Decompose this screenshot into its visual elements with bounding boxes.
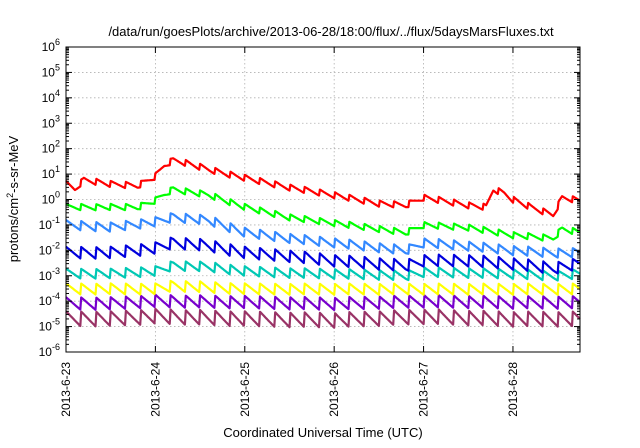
series-line-0	[65, 157, 581, 218]
x-tick-label: 2013-6-27	[417, 362, 431, 417]
series-line-4	[65, 260, 581, 282]
x-tick-label: 2013-6-28	[506, 362, 520, 417]
y-axis-title-part2: -s-sr-MeV	[6, 135, 21, 192]
series-line-7	[65, 307, 581, 329]
y-tick-label: 10-5	[39, 317, 60, 334]
y-axis-title: protons/cm2-s-sr-MeV	[5, 135, 21, 262]
x-axis-title: Coordinated Universal Time (UTC)	[223, 425, 422, 440]
ticks: 10-6 10-5 10-4 10-3 10-2 10-1 100 101 102 103 104 1…	[39, 37, 580, 417]
x-tick-label: 2013-6-26	[327, 362, 341, 417]
series-line-3	[65, 236, 581, 275]
y-axis-title-part1: protons/cm	[6, 198, 21, 262]
y-tick-label: 10-4	[39, 291, 60, 308]
y-tick-label: 101	[42, 164, 60, 181]
y-tick-label: 10-6	[39, 342, 60, 359]
series-line-5	[65, 279, 581, 296]
svg-text:protons/cm2-s-sr-MeV: protons/cm2-s-sr-MeV	[5, 135, 21, 262]
chart-title: /data/run/goesPlots/archive/2013-06-28/1…	[108, 24, 554, 39]
grid	[66, 47, 580, 352]
series-line-1	[65, 186, 581, 242]
series-line-6	[65, 293, 581, 312]
y-axis-title-exp: 2	[5, 193, 15, 198]
x-tick-label: 2013-6-25	[238, 362, 252, 417]
series-line-2	[65, 212, 581, 259]
y-tick-label: 106	[42, 37, 60, 54]
x-tick-label: 2013-6-24	[148, 362, 162, 417]
x-tick-label: 2013-6-23	[59, 362, 73, 417]
y-tick-label: 103	[42, 113, 60, 130]
y-tick-label: 10-1	[39, 215, 60, 232]
y-tick-label: 100	[42, 190, 60, 207]
series-layer	[65, 157, 581, 329]
y-tick-label: 102	[42, 139, 60, 156]
y-tick-label: 10-2	[39, 240, 60, 257]
y-tick-label: 104	[42, 88, 60, 105]
y-tick-label: 10-3	[39, 266, 60, 283]
y-tick-label: 105	[42, 62, 60, 79]
